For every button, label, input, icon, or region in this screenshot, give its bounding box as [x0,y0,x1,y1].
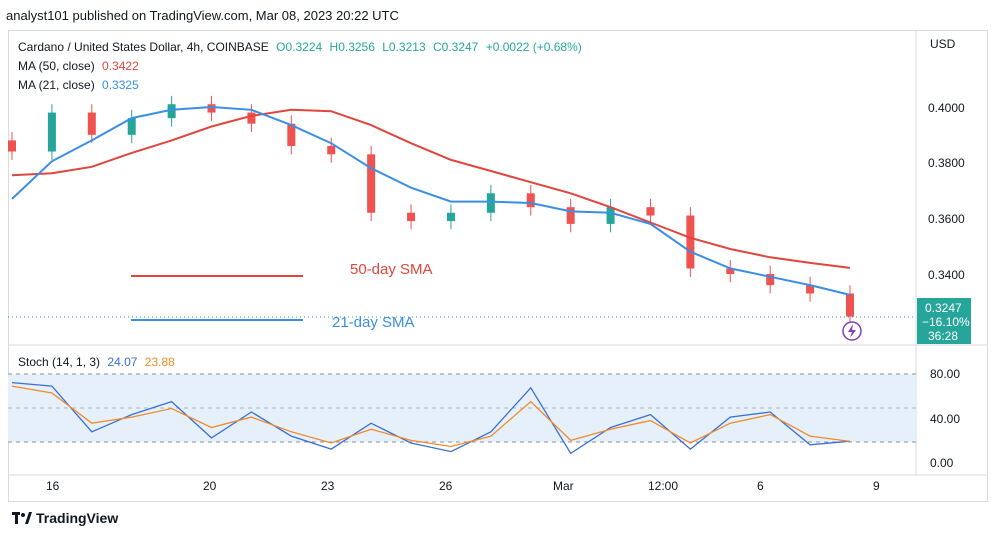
change-value: +0.0022 (+0.68%) [485,40,582,54]
candle-body [407,212,416,222]
candle-body [686,215,695,269]
ma50-line [11,108,851,269]
stoch-legend: Stoch (14, 1, 3) 24.07 23.88 [18,355,175,369]
candle-body [566,207,575,224]
time-tick-16: 16 [46,479,60,493]
stoch-d-value: 23.88 [144,355,175,369]
stoch-tick-0: 0.00 [930,456,954,470]
candle-body [8,140,16,152]
price-tick-1: 0.3800 [928,156,965,170]
candle-body [726,268,735,274]
candle-body [287,123,296,146]
candle-body [87,112,96,135]
time-tick-mar: Mar [553,479,574,493]
candle-body [327,145,336,155]
price-tick-2: 0.3600 [928,212,965,226]
symbol-title: Cardano / United States Dollar, 4h, COIN… [18,40,269,54]
tradingview-brand[interactable]: TradingView [12,510,118,526]
low-value: L0.3213 [382,40,426,54]
tradingview-logo-icon [12,512,32,524]
candle-body [606,207,615,224]
stoch-tick-40: 40.00 [930,412,960,426]
ma21-line [11,105,851,296]
lightning-marker-icon [842,321,862,341]
ohlc-values: O0.3224 H0.3256 L0.3213 C0.3247 +0.0022 … [272,40,582,54]
chart-frame [8,30,988,502]
stoch-band [8,374,916,442]
candle-body [127,118,136,135]
stoch-tick-80: 80.00 [930,367,960,381]
ma50-label: MA (50, close) [18,59,95,73]
price-axis-currency: USD [930,37,956,51]
candle-body [167,104,176,119]
time-tick-23: 23 [321,479,335,493]
publisher-line: analyst101 published on TradingView.com,… [6,8,399,23]
brand-name: TradingView [36,510,119,526]
candle-body [247,112,256,124]
candle-body [47,112,56,152]
time-tick-1200: 12:00 [648,479,678,493]
sma50-annotation: 50-day SMA [350,261,433,278]
ma50-value: 0.3422 [102,59,139,73]
high-value: H0.3256 [329,40,375,54]
time-tick-6: 6 [757,479,764,493]
time-tick-26: 26 [439,479,453,493]
time-tick-9: 9 [873,479,880,493]
price-tick-0: 0.4000 [928,101,965,115]
ma50-legend: MA (50, close) 0.3422 [18,59,139,73]
ma21-label: MA (21, close) [18,78,95,92]
candles-layer [8,95,854,325]
sma21-annotation: 21-day SMA [332,314,415,331]
ma21-value: 0.3325 [102,78,139,92]
candle-body [846,293,854,317]
time-tick-20: 20 [203,479,217,493]
price-tick-3: 0.3400 [928,268,965,282]
candle-body [367,154,376,213]
candle-body [446,212,455,222]
close-value: C0.3247 [432,40,479,54]
current-price-value: 0.3247 [925,301,962,315]
stoch-d-line [11,385,851,448]
candle-body [526,193,535,208]
candle-body [646,207,655,216]
current-price-badge [917,298,971,344]
candle-body [806,285,815,294]
stoch-label: Stoch (14, 1, 3) [18,355,101,369]
symbol-legend: Cardano / United States Dollar, 4h, COIN… [18,40,582,54]
open-value: O0.3224 [276,40,323,54]
candle-body [207,104,216,113]
ma21-legend: MA (21, close) 0.3325 [18,78,139,92]
candle-body [486,193,495,213]
current-price-countdown: 36:28 [928,329,958,343]
current-price-change: −16.10% [922,315,970,329]
stoch-k-value: 24.07 [107,355,138,369]
candle-body [766,274,775,286]
